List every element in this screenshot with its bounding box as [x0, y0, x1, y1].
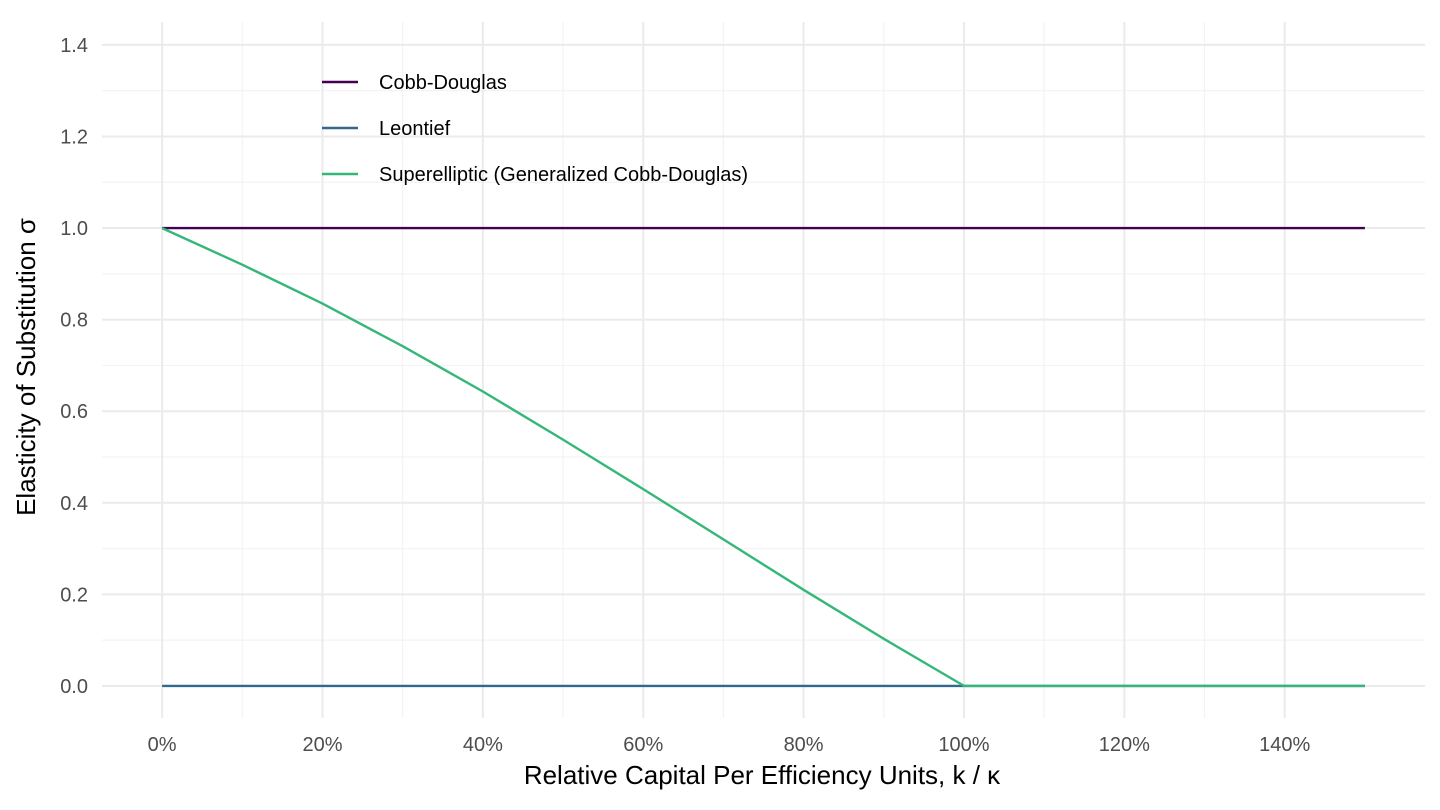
x-tick-label: 140% — [1259, 734, 1310, 756]
x-tick-label: 100% — [938, 734, 989, 756]
y-tick-label: 0.8 — [60, 310, 88, 332]
x-tick-label: 0% — [148, 734, 177, 756]
x-tick-label: 40% — [463, 734, 503, 756]
series-lines — [161, 226, 1365, 688]
x-axis-ticks: 0% 20% 40% 60% 80% 100% 120% 140% — [148, 734, 1311, 756]
x-axis-title: Relative Capital Per Efficiency Units, k… — [524, 760, 1001, 790]
y-tick-label: 0.4 — [60, 493, 88, 515]
x-tick-label: 120% — [1099, 734, 1150, 756]
grid — [102, 22, 1425, 718]
y-tick-label: 0.6 — [60, 401, 88, 423]
legend-label-cobb-douglas: Cobb-Douglas — [379, 72, 507, 94]
y-axis-title: Elasticity of Substitution σ — [11, 218, 41, 516]
legend-label-superelliptic-generalized-cobb-douglas: Superelliptic (Generalized Cobb-Douglas) — [379, 164, 748, 186]
x-tick-label: 60% — [623, 734, 663, 756]
legend-label-leontief: Leontief — [379, 118, 451, 140]
y-axis-ticks: 0.0 0.2 0.4 0.6 0.8 1.0 1.2 1.4 — [60, 35, 88, 698]
y-tick-label: 0.0 — [60, 676, 88, 698]
legend: Cobb-Douglas Leontief Superelliptic (Gener… — [322, 72, 748, 186]
y-tick-label: 1.4 — [60, 35, 88, 57]
y-tick-label: 0.2 — [60, 584, 88, 606]
x-tick-label: 20% — [302, 734, 342, 756]
series-line-superelliptic-generalized-cobb-douglas — [161, 227, 1365, 688]
y-tick-label: 1.2 — [60, 126, 88, 148]
x-tick-label: 80% — [784, 734, 824, 756]
y-tick-label: 1.0 — [60, 218, 88, 240]
